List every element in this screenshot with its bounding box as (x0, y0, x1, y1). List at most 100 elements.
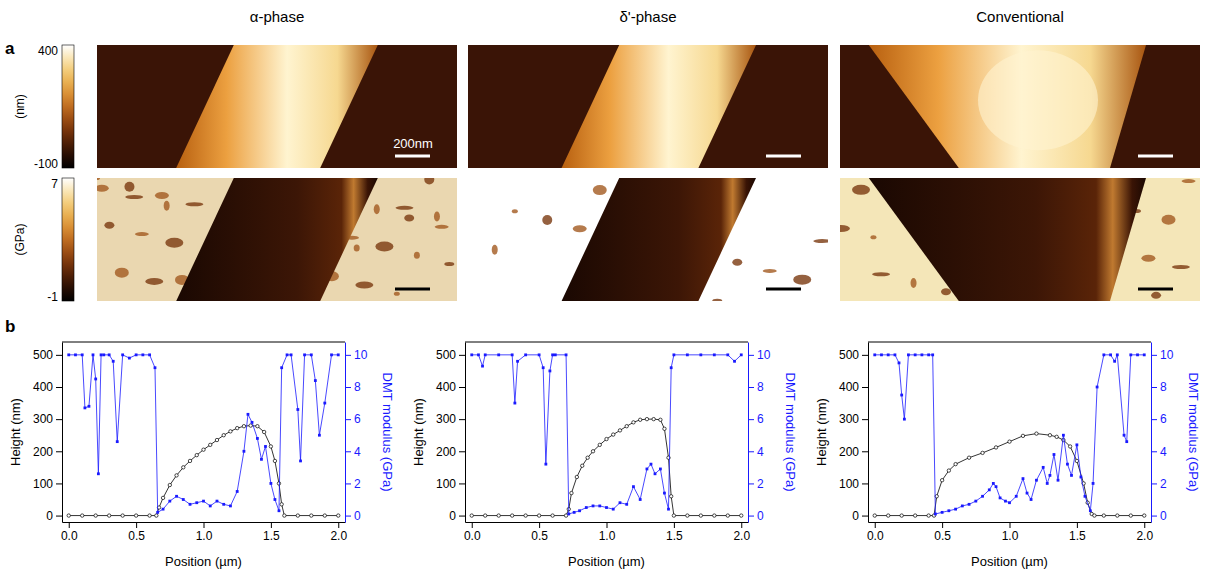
tick: 6 (1151, 412, 1167, 426)
y2-axis-title: DMT modulus (GPa) (1186, 373, 1201, 492)
tick: 8 (345, 380, 361, 394)
map-spot (355, 282, 373, 289)
axis-line (868, 343, 869, 523)
data-point (67, 514, 70, 517)
data-point (189, 503, 192, 506)
tick: 10 (748, 348, 771, 362)
tick-label: 400 (839, 380, 859, 394)
y-axis-title: Height (nm) (411, 398, 426, 466)
colorbar-tick-label: 400 (38, 44, 58, 58)
map-spot (573, 225, 587, 232)
fiber (176, 45, 378, 168)
tick-label: 10 (1160, 348, 1174, 362)
data-point (484, 514, 487, 517)
tick-mark (345, 451, 351, 452)
tick-mark (271, 522, 272, 528)
data-point (195, 453, 198, 456)
data-point (699, 514, 702, 517)
data-point (1004, 500, 1007, 503)
tick-mark (338, 522, 339, 528)
data-point (1102, 514, 1105, 517)
data-point (1089, 509, 1092, 512)
tick-label: 300 (436, 412, 456, 426)
map-spot (1161, 215, 1175, 225)
data-point (330, 353, 333, 356)
map-spot (444, 262, 454, 266)
data-point (277, 482, 280, 485)
data-point (337, 514, 340, 517)
data-point (1046, 482, 1049, 485)
axis-line (1151, 343, 1152, 523)
tick-mark (345, 516, 351, 517)
plot-area (873, 353, 1146, 517)
map-spot (135, 232, 149, 236)
series-line (69, 426, 339, 516)
tick: 0 (46, 509, 62, 523)
data-point (511, 353, 514, 356)
colorbar-bar (62, 178, 74, 301)
tick-label: 4 (1160, 445, 1167, 459)
y2-axis: 0246810 (1151, 343, 1174, 523)
map-background (97, 178, 457, 301)
data-point (1053, 453, 1056, 456)
height-map (468, 45, 828, 168)
data-point (296, 408, 299, 411)
data-point (1136, 353, 1139, 356)
data-point (903, 418, 906, 421)
data-point (1026, 492, 1029, 495)
data-point (669, 495, 672, 498)
tick-label: 4 (757, 445, 764, 459)
column-title: δ'-phase (619, 8, 676, 25)
tick-label: 1.0 (196, 529, 213, 543)
y-axis: 0100200300400500 (33, 343, 63, 523)
tick-label: 100 (839, 477, 859, 491)
map-spot (394, 292, 400, 296)
data-point (92, 353, 95, 356)
data-point (618, 429, 621, 432)
tick-mark (345, 355, 351, 356)
tick: 0.0 (61, 522, 78, 543)
plot-area (67, 353, 340, 517)
data-point (873, 514, 876, 517)
data-point (242, 425, 245, 428)
data-point (578, 509, 581, 512)
fiber-feature (978, 50, 1098, 150)
y2-axis-title: DMT modulus (GPa) (783, 373, 798, 492)
data-point (470, 353, 473, 356)
map-spot (374, 204, 380, 214)
data-point (733, 360, 736, 363)
colorbar-tick-label: 7 (51, 177, 58, 191)
data-point (296, 514, 299, 517)
tick: 2.0 (1136, 522, 1153, 543)
map-spot (434, 212, 440, 222)
y-axis: 0100200300400500 (839, 343, 869, 523)
data-point (650, 463, 653, 466)
data-point (663, 427, 666, 430)
data-point (1022, 477, 1025, 480)
tick: 6 (748, 412, 764, 426)
data-point (632, 485, 635, 488)
tick: 0.5 (128, 522, 145, 543)
data-point (894, 353, 897, 356)
tick: 0.0 (867, 522, 884, 543)
tick-label: 2.0 (733, 529, 750, 543)
tick: 8 (1151, 380, 1167, 394)
tick-label: 8 (757, 380, 764, 394)
map-spot (852, 185, 870, 195)
data-point (516, 360, 519, 363)
tick: 2.0 (330, 522, 347, 543)
map-spot (793, 275, 811, 285)
tick-mark (1151, 387, 1157, 388)
tick-label: 100 (436, 477, 456, 491)
data-point (135, 353, 138, 356)
tick: 100 (436, 477, 465, 491)
data-point (1113, 360, 1116, 363)
data-point (974, 500, 977, 503)
data-point (887, 514, 890, 517)
tick-mark (875, 522, 876, 528)
data-point (900, 394, 903, 397)
tick-mark (459, 451, 465, 452)
data-point (954, 462, 957, 465)
tick-mark (862, 419, 868, 420)
tick-mark (748, 419, 754, 420)
